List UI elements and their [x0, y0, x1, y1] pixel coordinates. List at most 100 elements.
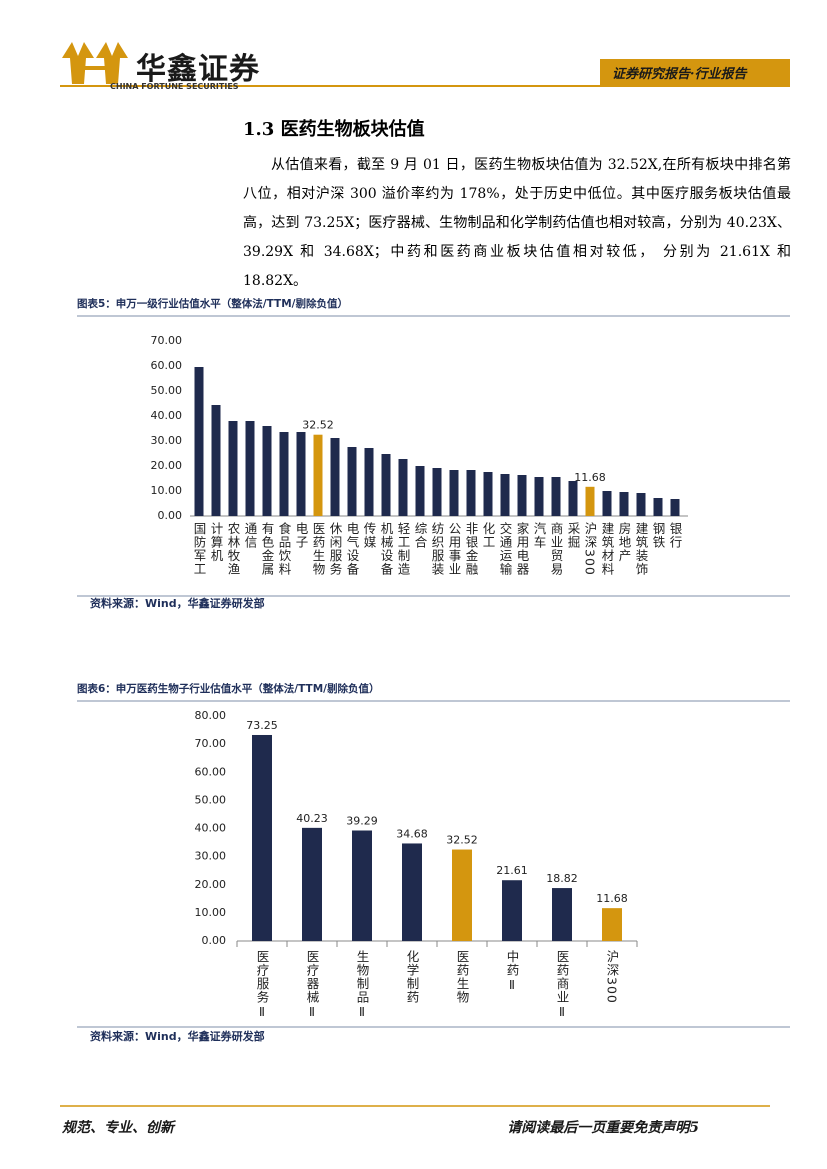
logo-icon — [62, 42, 128, 84]
value-label: 11.68 — [574, 471, 606, 484]
bar — [568, 481, 578, 516]
brand: 华鑫证券 — [136, 52, 260, 87]
bar — [415, 466, 425, 516]
y-tick-label: 40.00 — [195, 822, 227, 835]
y-tick-label: 50.00 — [195, 793, 227, 806]
bar — [551, 477, 561, 516]
bar — [302, 827, 322, 941]
x-tick-label: 沪深300 — [583, 522, 598, 576]
bar — [502, 880, 522, 941]
bar — [262, 426, 272, 516]
bar — [402, 843, 422, 941]
x-tick-label: 银行 — [668, 522, 683, 549]
x-tick-label: 计算机 — [209, 522, 224, 563]
y-tick-label: 0.00 — [158, 509, 183, 522]
x-tick-label: 商业贸易 — [549, 521, 564, 576]
x-tick-label: 医药商业Ⅱ — [555, 950, 570, 1020]
section-title: 1.3 医药生物板块估值 — [243, 119, 425, 140]
x-tick-label: 国防军工 — [192, 522, 207, 576]
bar — [653, 498, 663, 516]
bar — [500, 474, 510, 516]
x-tick-label: 化学制药 — [405, 950, 420, 1004]
x-tick-label: 建筑材料 — [600, 522, 615, 576]
y-tick-label: 0.00 — [202, 934, 227, 947]
y-tick-label: 60.00 — [151, 359, 183, 372]
y-tick-label: 50.00 — [151, 384, 183, 397]
x-tick-label: 有色金属 — [260, 522, 275, 576]
y-tick-label: 70.00 — [195, 737, 227, 750]
x-tick-label: 沪深300 — [605, 950, 620, 1004]
bar — [452, 849, 472, 941]
bar — [670, 499, 680, 516]
brand-en: CHINA FORTUNE SECURITIES — [110, 82, 239, 91]
bar — [211, 405, 221, 516]
x-tick-label: 医药生物 — [455, 950, 470, 1004]
value-label: 39.29 — [346, 814, 378, 827]
x-tick-label: 医疗器械Ⅱ — [305, 950, 320, 1020]
x-tick-label: 汽车 — [532, 521, 547, 549]
chart-source: 资料来源：Wind，华鑫证券研发部 — [90, 596, 265, 610]
x-tick-label: 生物制品Ⅱ — [355, 950, 370, 1020]
x-tick-label: 建筑装饰 — [634, 522, 649, 576]
x-tick-label: 医疗服务Ⅱ — [255, 950, 270, 1020]
value-label: 11.68 — [596, 892, 628, 905]
report-type: 证券研究报告·行业报告 — [612, 67, 747, 82]
x-tick-label: 农林牧渔 — [226, 522, 241, 576]
y-tick-label: 30.00 — [195, 850, 227, 863]
value-label: 21.61 — [496, 864, 528, 877]
bar — [602, 908, 622, 941]
bar — [585, 486, 595, 516]
bar — [352, 830, 372, 941]
bar — [381, 454, 391, 516]
bar — [466, 470, 476, 516]
bar — [228, 421, 238, 516]
x-tick-label: 公用事业 — [447, 522, 462, 576]
bar — [194, 367, 204, 516]
bar — [483, 472, 493, 516]
value-label: 32.52 — [302, 419, 334, 432]
y-tick-label: 20.00 — [151, 459, 183, 472]
y-tick-label: 60.00 — [195, 765, 227, 778]
value-label: 40.23 — [296, 812, 328, 825]
y-tick-label: 10.00 — [151, 484, 183, 497]
chart-source: 资料来源：Wind，华鑫证券研发部 — [90, 1029, 265, 1043]
y-tick-label: 30.00 — [151, 434, 183, 447]
y-tick-label: 40.00 — [151, 409, 183, 422]
bar — [364, 448, 374, 516]
value-label: 32.52 — [446, 834, 478, 847]
bar — [602, 491, 612, 516]
x-tick-label: 轻工制造 — [396, 522, 411, 576]
bar — [330, 438, 340, 516]
bar — [619, 492, 629, 516]
x-tick-label: 交通运输 — [498, 521, 513, 576]
bar — [296, 432, 306, 516]
x-tick-label: 非银金融 — [464, 522, 479, 576]
bar — [252, 734, 272, 941]
bar — [347, 447, 357, 516]
x-tick-label: 医药生物 — [311, 522, 326, 576]
bar — [279, 432, 289, 516]
footer-motto: 规范、专业、创新 — [62, 1120, 174, 1136]
x-tick-label: 钢铁 — [651, 522, 666, 549]
x-tick-label: 中药Ⅱ — [505, 949, 520, 993]
bar — [552, 888, 572, 941]
paragraph: 从估值来看，截至 9 月 01 日，医药生物板块估值为 32.52X,在所有板块… — [243, 157, 791, 289]
bar — [534, 477, 544, 516]
x-tick-label: 休闲服务 — [328, 522, 343, 576]
header-tab — [600, 59, 790, 86]
bar — [449, 470, 459, 516]
bar — [313, 434, 323, 516]
y-tick-label: 10.00 — [195, 906, 227, 919]
x-tick-label: 综合 — [413, 522, 428, 549]
x-tick-label: 房地产 — [617, 521, 632, 563]
y-tick-label: 20.00 — [195, 878, 227, 891]
x-tick-label: 食品饮料 — [277, 521, 292, 576]
value-label: 18.82 — [546, 872, 578, 885]
x-tick-label: 化工 — [481, 522, 496, 549]
chart-title: 图表6：申万医药生物子行业估值水平（整体法/TTM/剔除负值） — [77, 682, 380, 695]
y-tick-label: 80.00 — [195, 709, 227, 722]
x-tick-label: 电子 — [294, 522, 309, 549]
x-tick-label: 纺织服装 — [430, 522, 445, 576]
